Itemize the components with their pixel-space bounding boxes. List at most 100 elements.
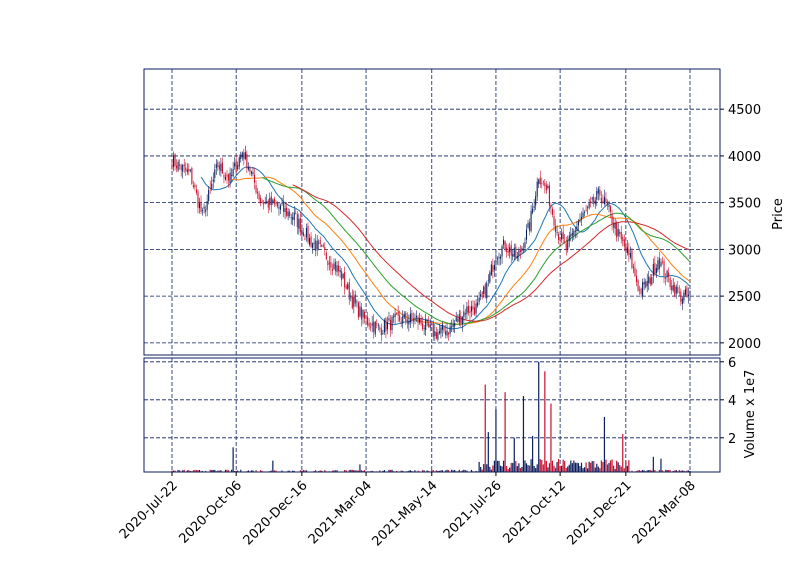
candle-body (576, 226, 578, 232)
volume-bar (371, 470, 373, 472)
candle-body (275, 203, 277, 205)
volume-bar (492, 465, 494, 472)
volume-bar (227, 470, 230, 472)
candle-body (305, 227, 308, 238)
candle-body (186, 169, 188, 173)
candle-body (403, 313, 405, 318)
volume-bar (554, 467, 557, 472)
volume-bar (214, 469, 216, 472)
volume-bar (635, 470, 638, 472)
candle-body (554, 225, 557, 232)
candle-body (639, 289, 641, 291)
volume-bar (522, 396, 525, 472)
volume-bar (454, 469, 456, 472)
volume-bar (559, 465, 561, 472)
volume-bar (571, 463, 573, 472)
candle-body (197, 191, 199, 208)
volume-bar (235, 470, 237, 472)
volume-bar (512, 462, 514, 472)
volume-bar (628, 460, 630, 472)
candle-body (625, 243, 627, 251)
volume-bar (593, 461, 595, 472)
candle-body (310, 236, 312, 247)
candle-body (255, 185, 257, 193)
candle-body (616, 222, 618, 238)
candle-body (282, 201, 285, 212)
candle-body (426, 320, 428, 322)
candle-body (532, 208, 534, 213)
price-panel: 2000 2500 3000 3500 4000 4500 (143, 68, 761, 356)
candle-body (374, 321, 376, 335)
candle-body (396, 313, 398, 315)
candle-body (603, 196, 605, 205)
candle-body (649, 277, 651, 284)
candle-body (683, 292, 685, 301)
candle-body (234, 163, 236, 167)
candle-body (183, 164, 185, 167)
volume-bar (400, 470, 402, 472)
candle-body (509, 247, 511, 253)
candle-body (231, 174, 233, 176)
volume-bar (521, 466, 523, 472)
candle-body (580, 216, 583, 220)
candle-body (437, 332, 439, 340)
candle-body (224, 177, 227, 180)
candle-body (458, 313, 460, 323)
candle-body (324, 246, 326, 251)
volume-bar (260, 470, 262, 472)
candle-body (661, 261, 664, 263)
candle-body (646, 280, 648, 287)
candle-body (180, 165, 182, 171)
volume-bar (631, 470, 633, 472)
volume-bar (612, 465, 615, 472)
candle-body (640, 288, 642, 294)
volume-bar (528, 465, 531, 472)
candle-body (452, 324, 454, 327)
candle-body (327, 261, 329, 266)
volume-bar (333, 470, 335, 472)
candle-body (244, 152, 246, 160)
volume-bar (532, 435, 534, 472)
volume-bar (437, 470, 439, 472)
volume-bar (567, 466, 569, 472)
candle-body (284, 207, 286, 213)
candle-body (405, 312, 407, 322)
candle-body (232, 168, 234, 177)
volume-bar (620, 466, 622, 472)
candle-body (185, 167, 187, 171)
volume-bar (568, 464, 570, 472)
volume-bar (357, 470, 360, 472)
volume-bar (336, 470, 338, 472)
volume-bar (669, 470, 671, 472)
candle-body (669, 277, 671, 287)
candle-body (321, 245, 323, 247)
candle-body (680, 291, 682, 302)
candle-body (440, 327, 442, 334)
volume-bar (557, 458, 560, 472)
candle-body (357, 302, 359, 318)
volume-bar (626, 465, 628, 472)
candle-body (472, 306, 474, 310)
candle-body (658, 257, 660, 270)
volume-bar (490, 469, 492, 472)
candle-body (350, 297, 352, 299)
volume-bar (502, 460, 505, 472)
volume-bar (344, 469, 346, 472)
volume-bar (250, 470, 253, 472)
candle-body (363, 312, 366, 319)
candle-body (687, 294, 690, 297)
volume-bar (674, 470, 676, 472)
volume-bar (186, 470, 188, 472)
volume-bar (171, 470, 173, 472)
candle-body (512, 254, 514, 257)
candle-body (389, 319, 392, 331)
candle-body (495, 260, 497, 263)
candle-body (208, 189, 210, 202)
candle-body (677, 287, 679, 293)
candle-body (671, 285, 673, 291)
candle-body (457, 318, 459, 322)
volume-bar (548, 463, 551, 472)
volume-bar (510, 462, 512, 472)
candle-body (611, 213, 613, 225)
